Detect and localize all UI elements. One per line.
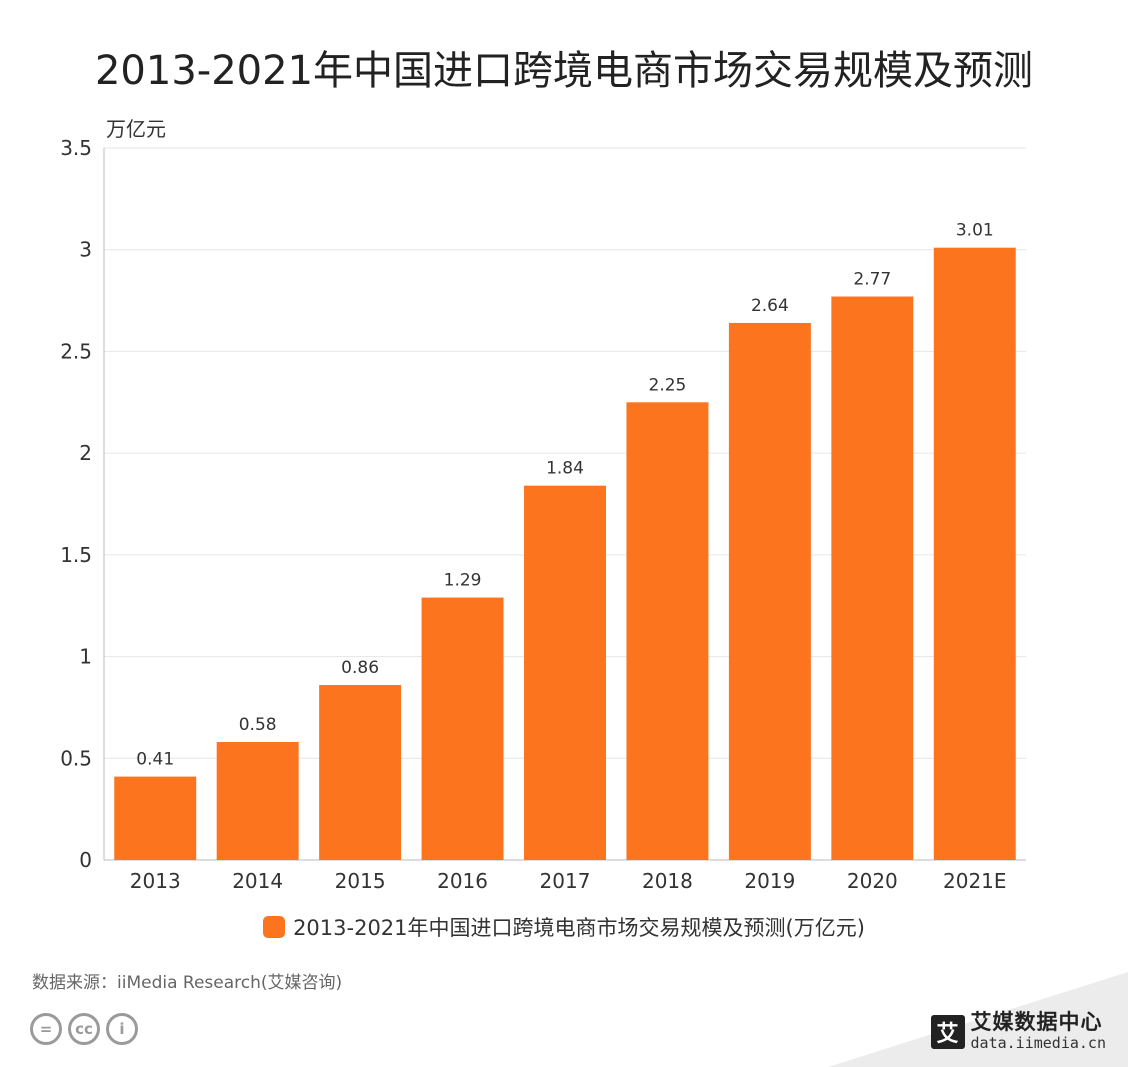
x-tick-label: 2017 — [540, 869, 591, 893]
data-label: 0.41 — [136, 750, 174, 770]
legend-swatch — [263, 916, 286, 938]
attribution-icon: i — [106, 1013, 138, 1045]
brand: 艾 艾媒数据中心 data.iimedia.cn — [930, 1012, 1106, 1051]
data-label: 0.86 — [341, 658, 379, 678]
x-tick-label: 2018 — [642, 869, 693, 893]
bar — [933, 247, 1016, 860]
brand-name: 艾媒数据中心 — [970, 1010, 1103, 1034]
bars — [114, 247, 1016, 860]
brand-logo-icon: 艾 — [930, 1014, 965, 1049]
data-label: 2.77 — [853, 270, 891, 290]
brand-band — [828, 972, 1128, 1067]
data-label: 2.64 — [751, 296, 789, 316]
x-tick-label: 2013 — [130, 869, 181, 893]
data-label: 2.25 — [649, 375, 687, 395]
source-note: 数据来源：iiMedia Research(艾媒咨询) — [32, 973, 343, 993]
labels: 万亿元 0 0.5 1 1.5 2 2.5 3 3.5 0.41 2013 0.58 2014 0.86 2… — [60, 117, 1006, 893]
y-tick-label: 2 — [79, 441, 92, 465]
y-tick-label: 3 — [79, 238, 92, 262]
x-tick-label: 2019 — [744, 869, 795, 893]
bar — [319, 685, 402, 860]
y-tick-label: 2.5 — [60, 339, 92, 363]
x-tick-label: 2014 — [232, 869, 283, 893]
creative-commons-icon: cc — [68, 1013, 100, 1045]
y-tick-label: 1.5 — [60, 543, 92, 567]
bar — [421, 597, 504, 860]
legend-label: 2013-2021年中国进口跨境电商市场交易规模及预测(万亿元) — [293, 916, 865, 940]
bar — [114, 776, 197, 860]
x-tick-label: 2020 — [847, 869, 898, 893]
x-tick-label: 2015 — [335, 869, 386, 893]
y-tick-label: 0.5 — [60, 746, 92, 770]
x-tick-label: 2016 — [437, 869, 488, 893]
y-tick-label: 3.5 — [60, 136, 92, 160]
chart-title: 2013-2021年中国进口跨境电商市场交易规模及预测 — [94, 48, 1034, 94]
x-tick-label: 2021E — [943, 869, 1007, 893]
brand-url: data.iimedia.cn — [970, 1034, 1106, 1052]
bar — [524, 485, 606, 860]
data-label: 0.58 — [239, 715, 277, 735]
brand-text: 艾媒数据中心 data.iimedia.cn — [971, 1012, 1106, 1051]
data-label: 1.29 — [444, 571, 482, 591]
y-tick-label: 1 — [79, 645, 92, 669]
data-label: 1.84 — [546, 459, 584, 479]
equals-icon: = — [30, 1013, 62, 1045]
bar — [728, 322, 811, 860]
bar-chart: 万亿元 0 0.5 1 1.5 2 2.5 3 3.5 0.41 2013 0.58 2014 0.86 2… — [60, 117, 1026, 893]
y-axis-unit-label: 万亿元 — [106, 117, 166, 141]
brand-band-shape — [828, 972, 1128, 1067]
bar — [626, 402, 709, 860]
license-icons: = cc i — [30, 1013, 138, 1045]
bar — [216, 742, 299, 860]
legend: 2013-2021年中国进口跨境电商市场交易规模及预测(万亿元) — [0, 912, 1128, 942]
y-tick-label: 0 — [79, 848, 92, 872]
data-label: 3.01 — [956, 221, 994, 241]
bar — [831, 296, 914, 860]
